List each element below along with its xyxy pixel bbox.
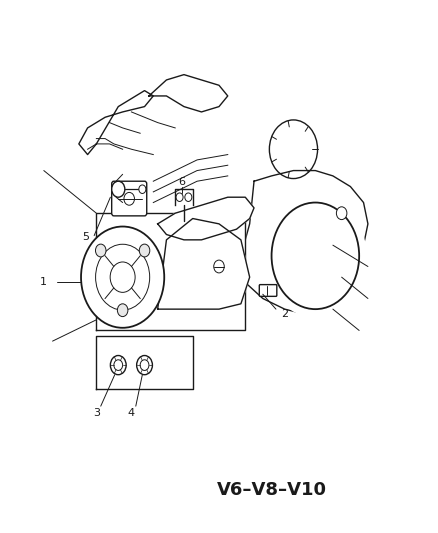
Text: 1: 1: [40, 278, 47, 287]
Circle shape: [137, 356, 152, 375]
Polygon shape: [241, 171, 368, 314]
Circle shape: [140, 360, 149, 370]
Polygon shape: [96, 336, 193, 389]
Polygon shape: [158, 219, 250, 309]
Circle shape: [117, 304, 128, 317]
FancyBboxPatch shape: [112, 181, 147, 216]
Polygon shape: [79, 91, 153, 155]
Polygon shape: [149, 75, 228, 112]
FancyBboxPatch shape: [259, 285, 277, 296]
Circle shape: [185, 193, 192, 201]
Circle shape: [336, 207, 347, 220]
Polygon shape: [158, 197, 254, 240]
Text: 2: 2: [281, 310, 288, 319]
Polygon shape: [96, 213, 245, 330]
Circle shape: [95, 244, 106, 257]
Circle shape: [81, 227, 164, 328]
Circle shape: [112, 181, 125, 197]
Circle shape: [114, 360, 123, 370]
Circle shape: [139, 244, 150, 257]
Text: 4: 4: [128, 408, 135, 418]
Text: 6: 6: [178, 177, 185, 187]
Circle shape: [110, 356, 126, 375]
Text: 3: 3: [93, 408, 100, 418]
Circle shape: [214, 260, 224, 273]
Circle shape: [266, 196, 364, 316]
Circle shape: [176, 193, 183, 201]
Circle shape: [139, 185, 146, 193]
Text: V6–V8–V10: V6–V8–V10: [216, 481, 327, 499]
Text: 5: 5: [82, 232, 89, 242]
